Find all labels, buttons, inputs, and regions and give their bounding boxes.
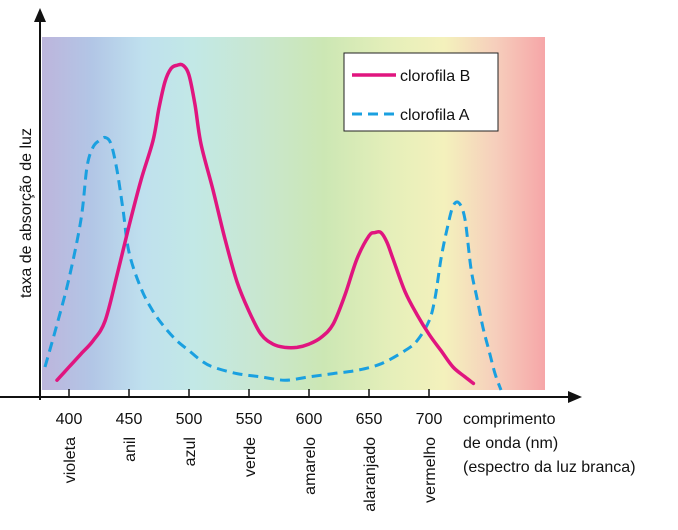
x-axis-title-line-3: (espectro da luz branca) bbox=[463, 459, 636, 476]
legend-label-clorofila-b: clorofila B bbox=[400, 68, 470, 85]
color-band-label: alaranjado bbox=[362, 437, 379, 512]
x-axis-title-line-1: comprimento bbox=[463, 411, 556, 428]
color-band-label: azul bbox=[182, 437, 199, 466]
y-axis bbox=[34, 8, 46, 400]
legend: clorofila B clorofila A bbox=[343, 52, 499, 132]
x-tick-label: 450 bbox=[116, 411, 143, 428]
legend-box bbox=[343, 52, 499, 132]
series-line-clorofila-b bbox=[55, 62, 476, 386]
color-band-label: amarelo bbox=[302, 437, 319, 495]
color-band-label: verde bbox=[242, 437, 259, 477]
series-line-clorofila-a bbox=[43, 135, 503, 391]
legend-label-clorofila-a: clorofila A bbox=[400, 107, 470, 124]
x-tick-label: 500 bbox=[176, 411, 203, 428]
color-band-label: anil bbox=[122, 437, 139, 462]
x-tick-label: 650 bbox=[356, 411, 383, 428]
y-axis-title: taxa de absorção de luz bbox=[18, 128, 35, 298]
x-axis bbox=[0, 391, 582, 403]
x-ticks: 400 violeta 450 anil 500 azul 550 verde 600 amare… bbox=[56, 389, 443, 512]
color-band-label: violeta bbox=[62, 437, 79, 483]
x-tick-label: 550 bbox=[236, 411, 263, 428]
x-tick-label: 700 bbox=[416, 411, 443, 428]
color-band-label: vermelho bbox=[422, 437, 439, 503]
x-axis-title-line-2: de onda (nm) bbox=[463, 435, 558, 452]
x-tick-label: 600 bbox=[296, 411, 323, 428]
x-tick-label: 400 bbox=[56, 411, 83, 428]
